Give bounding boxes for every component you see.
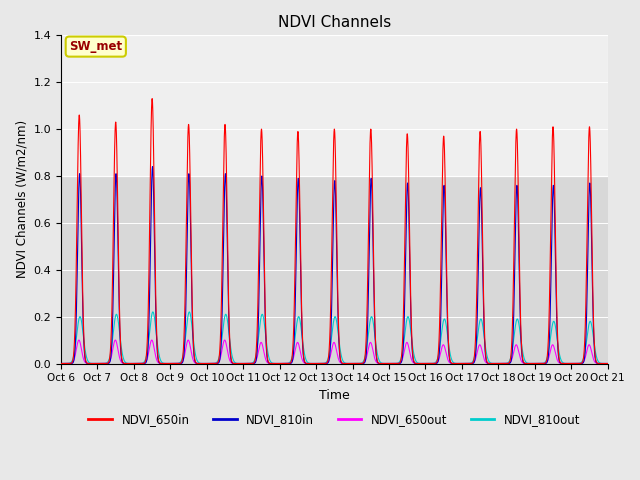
Bar xyxy=(61,36,608,176)
X-axis label: Time: Time xyxy=(319,389,349,402)
Text: SW_met: SW_met xyxy=(69,40,122,53)
Title: NDVI Channels: NDVI Channels xyxy=(278,15,391,30)
Legend: NDVI_650in, NDVI_810in, NDVI_650out, NDVI_810out: NDVI_650in, NDVI_810in, NDVI_650out, NDV… xyxy=(84,409,585,431)
Y-axis label: NDVI Channels (W/m2/nm): NDVI Channels (W/m2/nm) xyxy=(15,120,28,278)
